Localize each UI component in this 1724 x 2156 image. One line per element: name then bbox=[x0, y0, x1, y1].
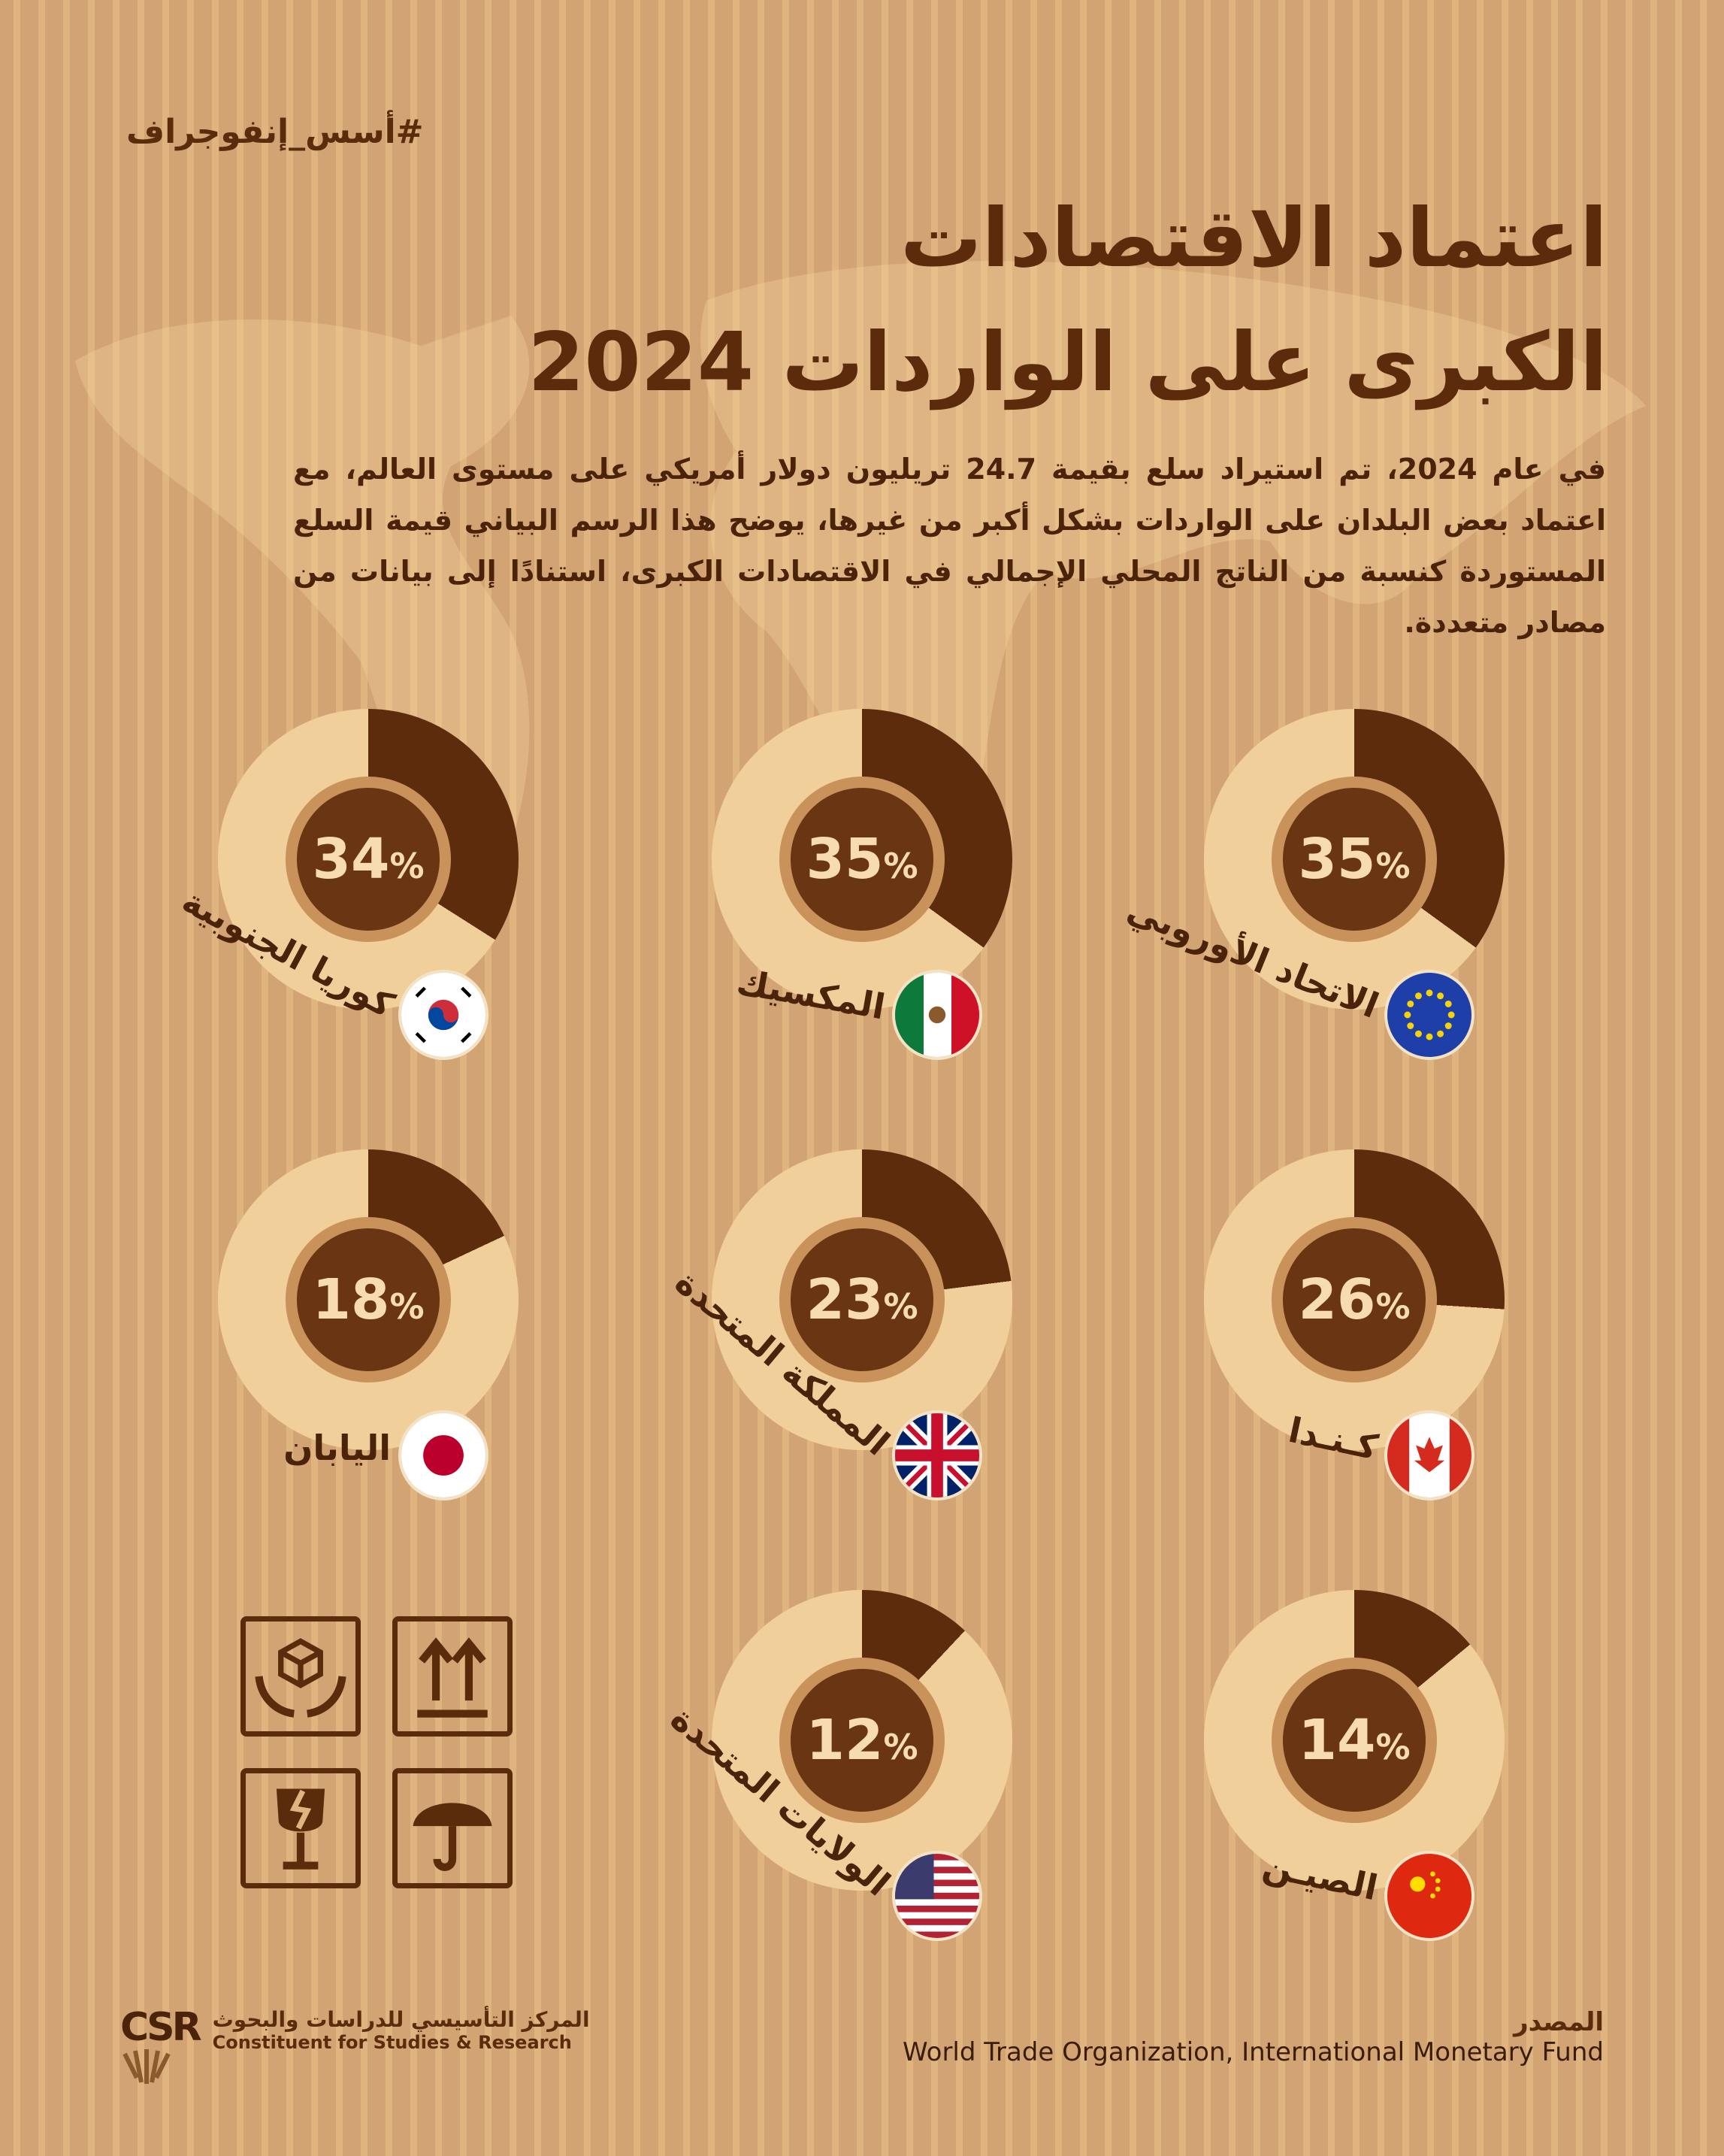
donut-value-label: 12% bbox=[791, 1669, 933, 1812]
flag-uk-icon bbox=[892, 1410, 982, 1500]
donut-china: 14% bbox=[1204, 1590, 1505, 1891]
country-label: اليابان bbox=[283, 1428, 391, 1468]
handle-with-care-icon bbox=[240, 1616, 361, 1737]
flag-mexico-icon bbox=[892, 970, 982, 1060]
donut-usa: 12% bbox=[712, 1590, 1012, 1891]
keep-dry-icon bbox=[392, 1768, 513, 1888]
donut-value-label: 34% bbox=[297, 788, 440, 931]
donut-value-label: 26% bbox=[1283, 1228, 1426, 1371]
title-line-1: اعتماد الاقتصادات bbox=[900, 192, 1608, 286]
csr-logo-mark: CSR bbox=[120, 2007, 202, 2088]
donut-eu: 35% bbox=[1204, 709, 1505, 1010]
description: في عام 2024، تم استيراد سلع بقيمة 24.7 ت… bbox=[293, 453, 1606, 639]
value-text: 34% bbox=[312, 827, 425, 892]
donut-canada: 26% bbox=[1204, 1149, 1505, 1450]
flag-japan-icon bbox=[398, 1410, 488, 1500]
flag-china-icon bbox=[1384, 1851, 1474, 1941]
flag-eu-icon bbox=[1384, 970, 1474, 1060]
this-side-up-icon bbox=[392, 1616, 513, 1737]
donut-south-korea: 34% bbox=[218, 709, 519, 1010]
logo-rays-icon bbox=[122, 2049, 171, 2084]
hashtag: #أسس_إنفوجراف bbox=[126, 113, 424, 151]
donut-uk: 23% bbox=[712, 1149, 1012, 1450]
donut-value-label: 23% bbox=[791, 1228, 933, 1371]
page-title: اعتماد الاقتصادات الكبرى على الواردات 20… bbox=[528, 177, 1608, 425]
donut-value-label: 14% bbox=[1283, 1669, 1426, 1812]
donut-value-label: 35% bbox=[791, 788, 933, 931]
donut-japan: 18% bbox=[218, 1149, 519, 1450]
title-line-2: الكبرى على الواردات 2024 bbox=[528, 316, 1608, 410]
value-text: 23% bbox=[806, 1267, 918, 1332]
fragile-icon bbox=[240, 1768, 361, 1888]
flag-usa-icon bbox=[892, 1851, 982, 1941]
flag-south-korea-icon bbox=[398, 970, 488, 1060]
value-text: 18% bbox=[312, 1267, 425, 1332]
source-text: World Trade Organization, International … bbox=[903, 2037, 1604, 2067]
donut-mexico: 35% bbox=[712, 709, 1012, 1010]
value-text: 35% bbox=[1298, 827, 1411, 892]
source: المصدر World Trade Organization, Interna… bbox=[903, 2007, 1604, 2067]
org-name-english: Constituent for Studies & Research bbox=[212, 2032, 572, 2053]
source-label: المصدر bbox=[1514, 2007, 1604, 2037]
value-text: 14% bbox=[1298, 1708, 1411, 1773]
donut-value-label: 35% bbox=[1283, 788, 1426, 931]
value-text: 12% bbox=[806, 1708, 918, 1773]
flag-canada-icon bbox=[1384, 1410, 1474, 1500]
csr-logo: CSR المركز التأسيسي للدراسات والبحوث Con… bbox=[120, 2007, 590, 2088]
value-text: 35% bbox=[806, 827, 918, 892]
donut-value-label: 18% bbox=[297, 1228, 440, 1371]
value-text: 26% bbox=[1298, 1267, 1411, 1332]
packaging-icons bbox=[240, 1616, 513, 1888]
org-name-arabic: المركز التأسيسي للدراسات والبحوث bbox=[212, 2007, 590, 2032]
